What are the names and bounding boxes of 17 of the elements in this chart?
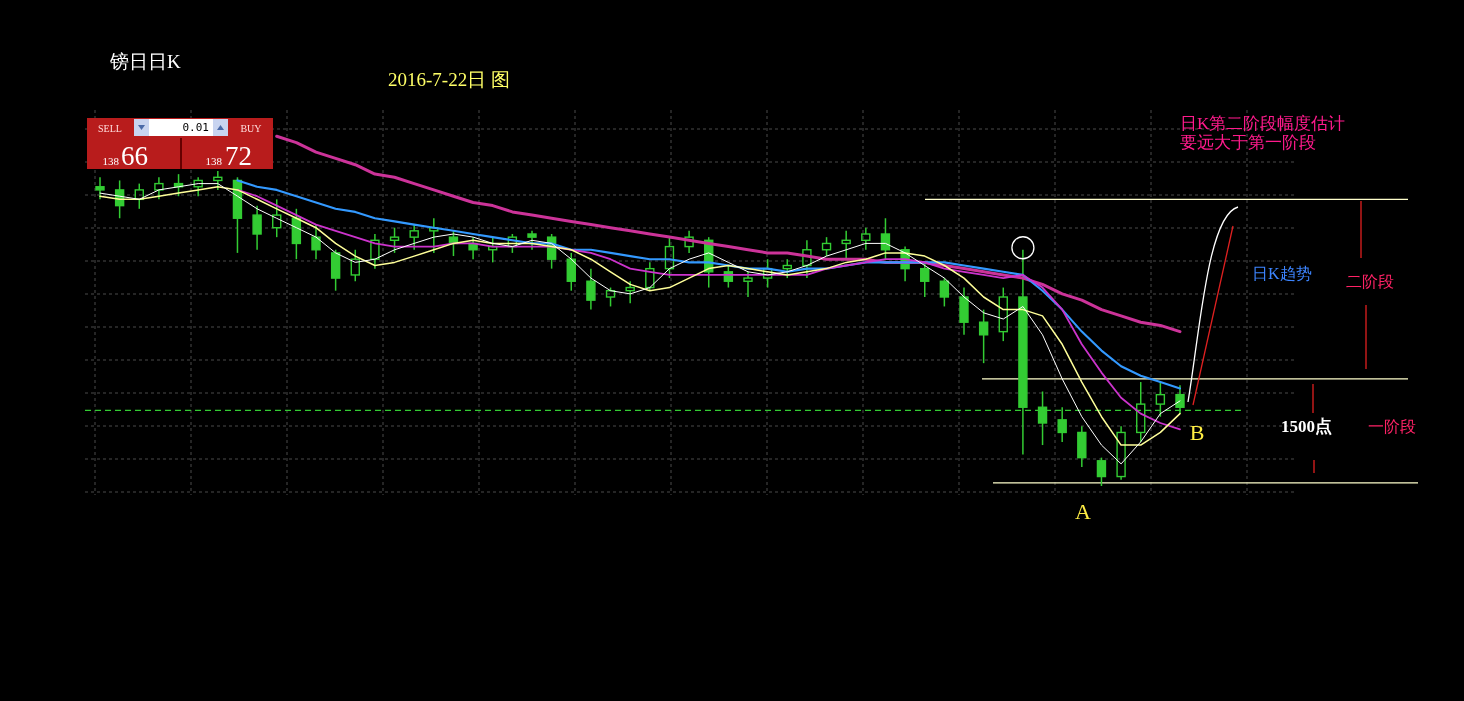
text: 1500点 xyxy=(1281,417,1332,436)
text: SELL xyxy=(98,123,122,134)
annotation: B xyxy=(1189,420,1205,445)
chart-subtitle: 2016-7-22日 图 xyxy=(388,69,510,90)
text: 要远大于第一阶段 xyxy=(1180,133,1316,152)
text: 二阶段 xyxy=(1346,273,1394,290)
text: BUY xyxy=(240,123,262,134)
text: 日K第二阶段幅度估计 xyxy=(1180,114,1346,133)
text: 日K趋势 xyxy=(1252,265,1312,282)
text: 138 xyxy=(102,155,120,167)
annotation: 72 xyxy=(225,141,252,171)
chart-title: 镑日日K xyxy=(109,51,181,72)
text: 0.01 xyxy=(182,121,209,134)
text: A xyxy=(1075,499,1092,524)
text: 一阶段 xyxy=(1368,418,1416,435)
text: 138 xyxy=(205,155,223,167)
annotation: 66 xyxy=(121,141,148,171)
